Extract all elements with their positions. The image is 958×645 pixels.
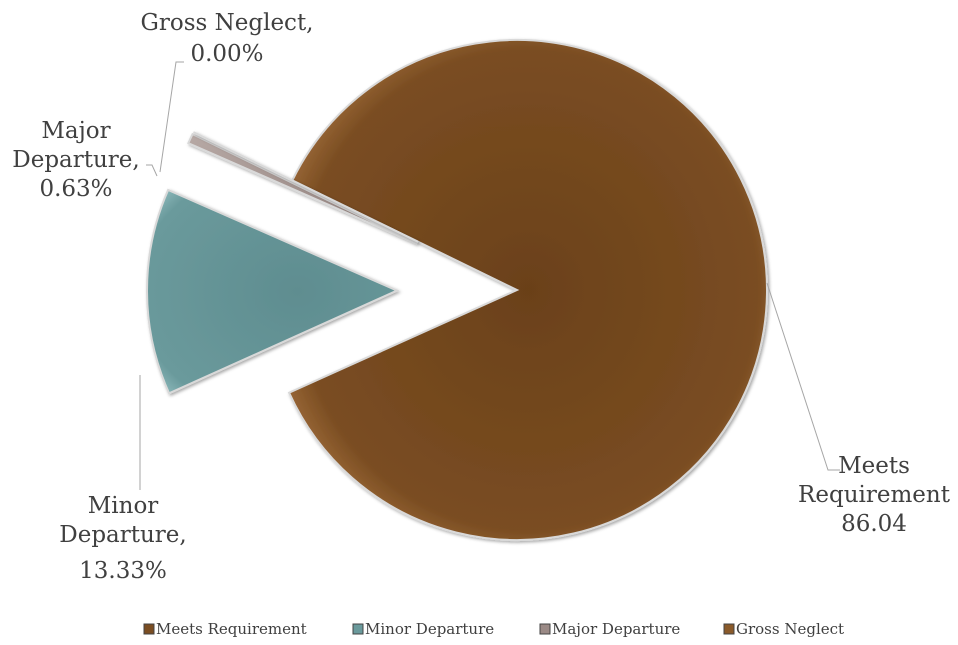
legend-swatch-gross [723,623,735,635]
legend-swatch-major [539,623,551,635]
pie-slice-major-departure [187,132,418,245]
data-label-meets-line1: Meets [838,453,910,479]
leader-line-major [146,164,158,177]
data-label-major-value: 0.63% [39,176,112,202]
legend-label-minor: Minor Departure [365,620,494,638]
data-label-gross-line1: Gross Neglect, [141,10,314,36]
legend: Meets Requirement Minor Departure Major … [143,620,844,638]
data-label-major-line1: Major [41,118,110,144]
legend-label-major: Major Departure [552,620,680,638]
pie-slice-meets-requirement [287,39,768,541]
data-label-minor-value: 13.33% [79,558,167,584]
leader-line-meets [766,282,840,471]
legend-label-meets: Meets Requirement [156,620,307,638]
data-label-major-line2: Departure, [12,147,139,173]
data-label-minor-line2: Departure, [59,522,186,548]
pie-slice-gross-neglect [192,131,419,243]
data-label-gross-value: 0.00% [190,41,263,67]
legend-label-gross: Gross Neglect [736,620,844,638]
data-label-minor-line1: Minor [88,493,159,519]
data-label-meets-line2: Requirement [798,482,951,508]
pie-slice-minor-departure [146,188,400,395]
leader-line-gross [159,61,184,173]
data-label-meets-value: 86.04 [841,511,907,537]
legend-swatch-meets [143,623,155,635]
legend-swatch-minor [352,623,364,635]
